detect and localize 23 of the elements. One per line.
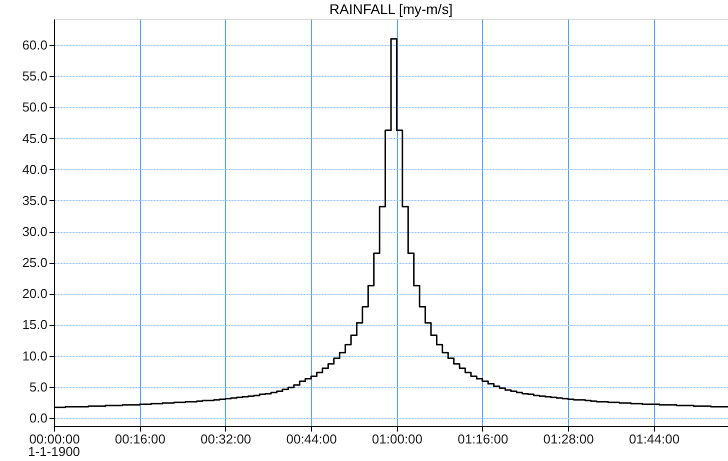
x-tick-label: 00:16:00 xyxy=(114,432,166,446)
x-tick-label: 01:44:00 xyxy=(628,432,680,446)
text: 1-1-1900 xyxy=(28,444,80,459)
y-tick-label: 30.0 xyxy=(22,224,48,240)
y-tick-label: 45.0 xyxy=(22,130,48,146)
y-tick-label: 55.0 xyxy=(22,68,48,84)
y-tick-label: 25.0 xyxy=(22,255,48,270)
y-tick-label: 60.0 xyxy=(22,38,48,53)
y-tick-label: 15.0 xyxy=(22,317,48,332)
y-tick-label: 35.0 xyxy=(22,192,48,208)
y-tick-label: 10.0 xyxy=(22,348,48,364)
x-tick-label: 00:44:00 xyxy=(286,432,337,446)
x-tick-label: 01:00:00 xyxy=(372,432,423,446)
y-tick-label: 0.0 xyxy=(29,410,48,426)
x-tick-label: 00:00:00 xyxy=(29,432,80,446)
x-tick-label: 01:16:00 xyxy=(458,432,508,446)
y-tick-label: 50.0 xyxy=(22,100,48,115)
y-tick-label: 5.0 xyxy=(29,379,48,394)
chart-title: RAINFALL [my-m/s] xyxy=(329,1,453,17)
y-tick-label: 40.0 xyxy=(22,162,48,177)
x-tick-label: 01:28:00 xyxy=(543,432,594,446)
y-tick-label: 20.0 xyxy=(22,286,48,302)
x-tick-label: 00:32:00 xyxy=(200,432,252,446)
